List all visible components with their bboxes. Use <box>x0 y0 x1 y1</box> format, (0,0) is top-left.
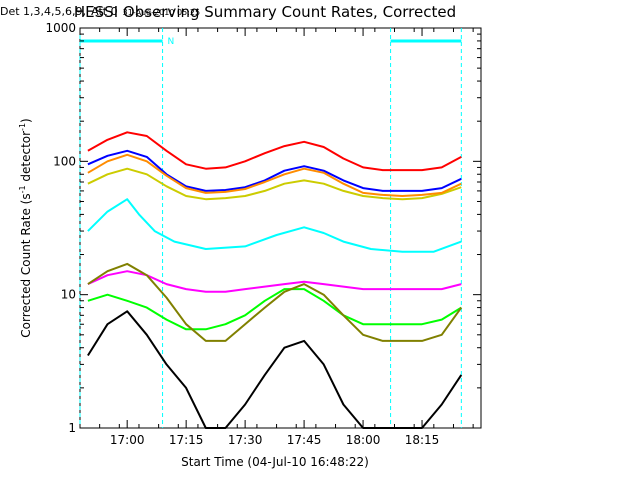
x-tick-label: 17:15 <box>169 433 204 447</box>
legend-header-line-1: Det 1,3,4,5,6,9, <box>0 5 87 18</box>
series-line-2 <box>87 288 462 331</box>
series-line-8 <box>87 262 463 342</box>
y-axis-label-main: Corrected Count Rate (s <box>19 193 33 337</box>
plot-area <box>79 27 482 429</box>
series-line-6 <box>87 149 462 192</box>
y-tick-label: 1000 <box>45 21 76 35</box>
x-axis: 17:00 17:15 17:30 17:45 18:00 18:15 <box>79 28 474 447</box>
y-axis-label-sup2: -1 <box>18 123 27 131</box>
x-tick-label: 17:30 <box>228 433 263 447</box>
legend: Det 1,3,4,5,6,9, Att 0 3 - 6 keV6 - 12 k… <box>0 0 123 19</box>
night-boundaries <box>79 28 462 428</box>
series-line-0 <box>87 310 463 429</box>
daylight-bar-label: N <box>168 37 175 47</box>
y-axis-label-mid: detector <box>19 131 33 186</box>
y-axis-label-end: ) <box>19 118 33 123</box>
footer-timestamp: 31-Aug-2010 05:25 <box>122 8 201 17</box>
series-lines <box>87 131 463 429</box>
y-axis: 1 10 100 1000 <box>45 21 481 435</box>
series-line-4 <box>87 167 462 201</box>
y-axis-label: Corrected Count Rate (s-1 detector-1) <box>18 118 33 337</box>
series-line-3 <box>87 198 462 253</box>
series-line-5 <box>87 131 462 172</box>
y-tick-label: 1 <box>68 421 76 435</box>
series-line-1 <box>87 270 462 293</box>
x-tick-label: 17:00 <box>110 433 145 447</box>
day-bars: N <box>80 37 462 47</box>
x-tick-label: 18:15 <box>405 433 440 447</box>
chart-title: HESSI Observing Summary Count Rates, Cor… <box>74 3 456 21</box>
x-tick-label: 18:00 <box>346 433 381 447</box>
x-tick-label: 17:45 <box>287 433 322 447</box>
x-axis-label: Start Time (04-Jul-10 16:48:22) <box>181 455 369 469</box>
series-line-7 <box>87 153 462 197</box>
y-tick-label: 100 <box>53 154 76 168</box>
legend-header-line-2: Att 0 <box>91 5 118 18</box>
y-axis-label-sup1: -1 <box>18 185 27 193</box>
y-tick-label: 10 <box>61 288 76 302</box>
